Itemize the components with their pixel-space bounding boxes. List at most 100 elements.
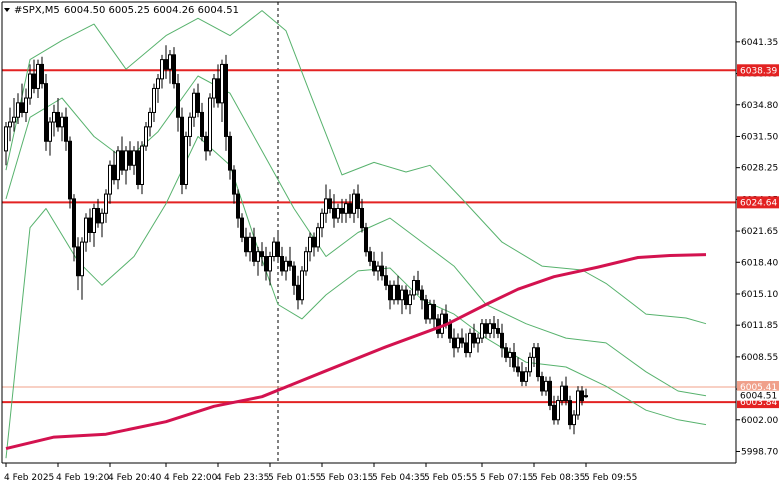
candle-body-bull (104, 193, 108, 214)
candle-body-bear (384, 275, 388, 286)
candle-body-bull (4, 126, 8, 152)
candle-body-bear (388, 284, 392, 301)
symbol-label: #SPX,M5 (14, 5, 60, 16)
level-price-label: 6038.39 (740, 66, 777, 76)
candle-body-bear (196, 92, 200, 113)
candle-body-bear (120, 150, 124, 171)
candle-body-bear (540, 376, 544, 392)
candle-body-bear (420, 289, 424, 301)
candle-body-bear (332, 207, 336, 219)
candle-body-bear (416, 280, 420, 291)
candle-body-bull (480, 323, 484, 339)
candle-body-bull (140, 145, 144, 185)
candle-body-bear (368, 251, 372, 262)
candle-body-bear (176, 83, 180, 118)
candle-body-bull (12, 116, 16, 123)
candle-body-bear (292, 265, 296, 286)
candle-body-bull (456, 337, 460, 349)
candle-body-bear (312, 236, 316, 248)
candle-body-bear (276, 241, 280, 258)
candle-body-bull (556, 400, 560, 421)
candle-body-bull (52, 111, 56, 123)
candle-body-bull (408, 294, 412, 306)
candle-body-bull (24, 97, 28, 113)
candle-body-bear (252, 236, 256, 262)
candle-body-bear (236, 193, 240, 219)
bollinger-upper-line (5, 10, 707, 325)
candle-body-bear (464, 342, 468, 354)
candle-body-bull (344, 203, 348, 214)
candle-body-bear (564, 385, 568, 402)
candle-body-bull (412, 280, 416, 296)
candle-body-bear (228, 135, 232, 171)
price-tick-label: 6034.80 (741, 101, 778, 111)
candle-body-bear (76, 246, 80, 277)
candle-body-bear (452, 337, 456, 349)
candle-body-bear (516, 366, 520, 373)
candle-body-bear (240, 217, 244, 238)
candle-body-bear (112, 164, 116, 181)
time-tick-label: 5 Feb 04:35 (372, 473, 425, 483)
time-tick-label: 4 Feb 22:00 (164, 473, 218, 483)
candle-body-bear (216, 78, 220, 104)
bollinger-lower-line (5, 136, 707, 459)
candle-body-bear (288, 260, 292, 267)
price-tick-label: 6031.50 (741, 132, 778, 142)
candle-body-bull (28, 73, 32, 99)
candle-body-bull (508, 352, 512, 358)
candle-body-bull (468, 332, 472, 354)
candle-body-bear (40, 63, 44, 85)
candle-body-bull (92, 207, 96, 233)
candle-body-bear (232, 169, 236, 195)
price-tick-label: 5998.70 (741, 447, 778, 457)
candle-body-bull (352, 193, 356, 214)
candle-body-bear (20, 102, 24, 113)
candle-body-bear (472, 332, 476, 344)
triangle-down-icon[interactable] (4, 8, 10, 12)
candle-body-bear (364, 227, 368, 253)
candle-body-bull (544, 380, 548, 392)
candle-body-bear (536, 347, 540, 378)
candle-body-bear (548, 380, 552, 406)
candle-body-bull (336, 207, 340, 219)
candle-body-bear (484, 323, 488, 334)
candle-body-bear (128, 150, 132, 166)
candle-body-bull (560, 385, 564, 402)
level-price-label: 6003.84 (740, 398, 777, 408)
price-tick-label: 6011.85 (741, 321, 778, 331)
candle-body-bull (148, 111, 152, 128)
candle-body-bull (324, 198, 328, 214)
candle-body-bull (320, 212, 324, 229)
bid-price-badge (737, 381, 779, 394)
candle-body-bull (316, 227, 320, 248)
candle-body-bull (60, 116, 64, 128)
candle-body-bear (64, 116, 68, 142)
candle-body-bear (180, 116, 184, 185)
candle-body-bear (32, 73, 36, 89)
candle-body-bull (48, 121, 52, 142)
candle-body-bear (172, 54, 176, 85)
candle-body-bull (160, 59, 164, 80)
candle-body-bear (244, 236, 248, 253)
candle-body-bear (512, 352, 516, 368)
candle-body-bull (100, 212, 104, 224)
time-tick-label: 5 Feb 03:15 (320, 473, 373, 483)
ohlc-readout: 6004.50 6005.25 6004.26 6004.51 (64, 5, 239, 16)
candle-body-bull (248, 236, 252, 253)
candle-body-bull (168, 54, 172, 70)
candle-body-bear (496, 328, 500, 334)
candle-body-bear (44, 83, 48, 142)
time-tick-label: 5 Feb 07:15 (480, 473, 533, 483)
candle-body-bull (572, 414, 576, 426)
candle-body-bear (360, 207, 364, 229)
bollinger-middle-line (5, 75, 707, 397)
candle-body-bull (488, 323, 492, 334)
candle-body-bear (380, 265, 384, 277)
candle-body-bull (524, 371, 528, 382)
level-price-label: 6024.64 (740, 198, 777, 208)
candle-body-bull (36, 63, 40, 89)
level-price-badge (737, 196, 779, 209)
